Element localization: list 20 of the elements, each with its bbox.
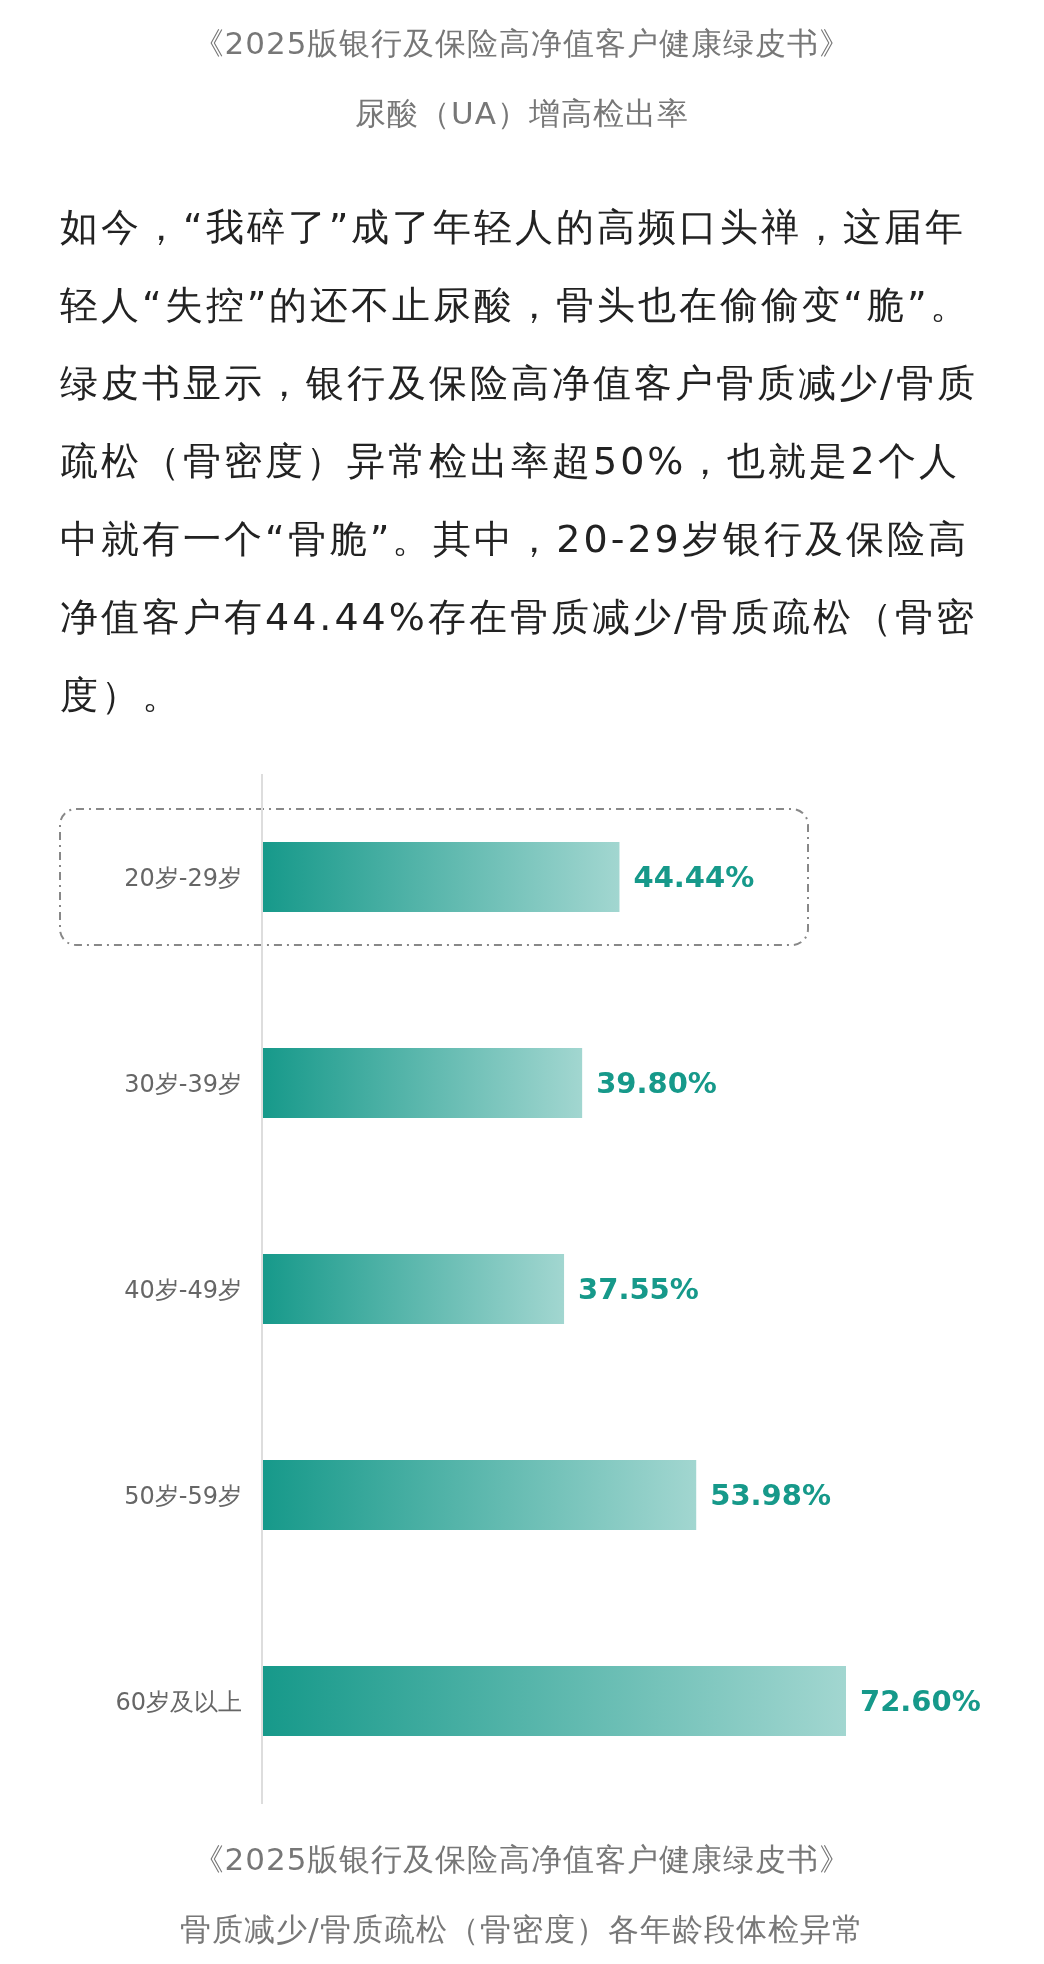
bar (262, 1253, 565, 1324)
y-tick-label: 20岁-29岁 (124, 863, 242, 892)
text: 《2025版银行及保险高净值客户健康绿皮书》 (191, 24, 853, 63)
bar (262, 1459, 697, 1530)
data-label: 53.98% (710, 1478, 832, 1513)
data-label: 44.44% (633, 860, 755, 895)
y-tick-label: 40岁-49岁 (124, 1275, 242, 1304)
data-label: 37.55% (578, 1272, 699, 1307)
text: 《2025版银行及保险高净值客户健康绿皮书》 (191, 1840, 853, 1879)
data-label: 72.60% (860, 1684, 981, 1719)
y-tick-label: 60岁及以上 (115, 1687, 242, 1716)
y-tick-label: 30岁-39岁 (124, 1069, 242, 1098)
y-tick-label: 50岁-59岁 (124, 1481, 242, 1510)
text: 尿酸（UA）增高检出率 (354, 94, 690, 133)
text: 如今，“我碎了”成了年轻人的高频口头禅，这届年轻人“失控”的还不止尿酸，骨头也在偷偷变“脆”。绿皮书显示，银行及保险高净值客户骨质减少/骨质疏松（骨密度）异常检出率超50%，也就是2个人中就有一个“骨脆”。其中，20-29岁银行及保险高净值客户有44.44%存在骨质减少/骨质疏松（骨密度）。 (60, 204, 979, 719)
bar (262, 1047, 583, 1118)
bar (262, 1665, 846, 1736)
text: 骨质减少/骨质疏松（骨密度）各年龄段体检异常 (179, 1910, 865, 1949)
bar (262, 841, 620, 912)
data-label: 39.80% (596, 1066, 717, 1101)
